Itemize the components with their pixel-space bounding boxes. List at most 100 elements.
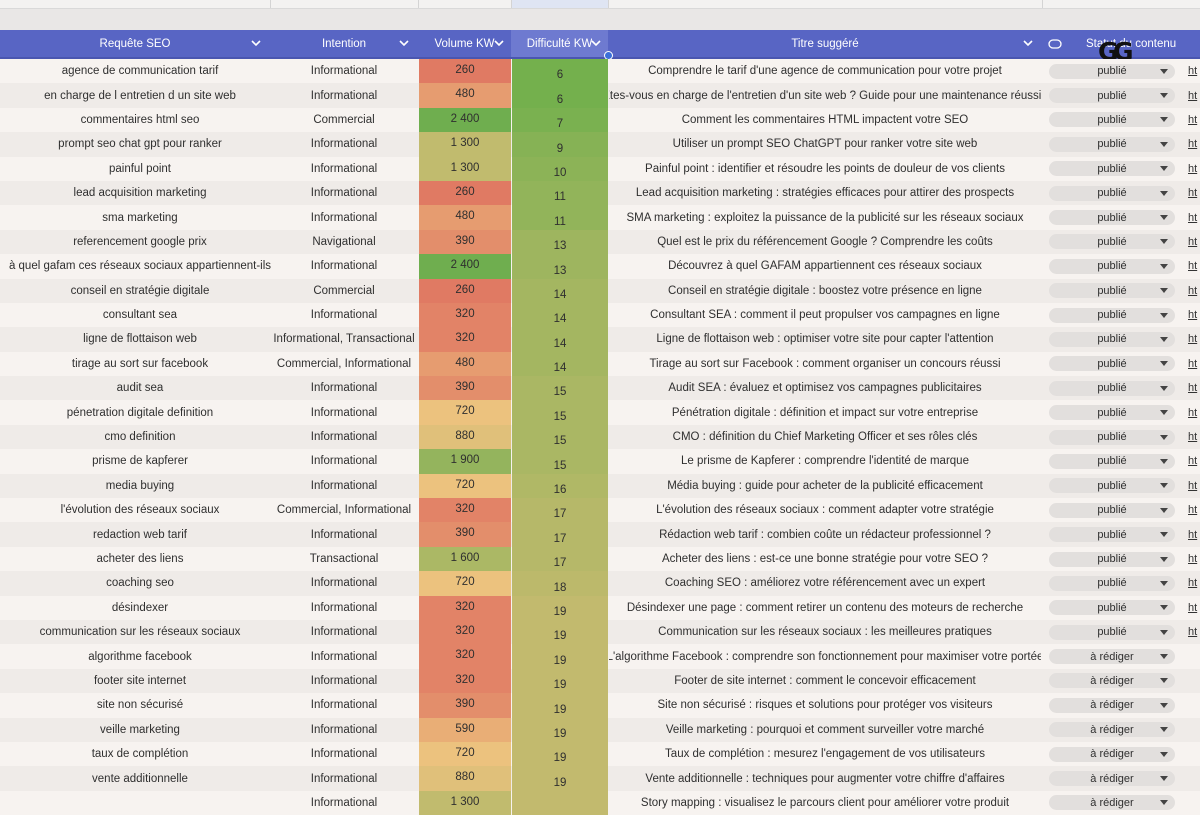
intent-cell[interactable]: Informational xyxy=(310,455,378,468)
difficulty-cell[interactable]: 17 xyxy=(512,498,608,523)
intent-cell[interactable]: Informational xyxy=(310,650,378,663)
volume-cell[interactable]: 320 xyxy=(419,302,511,328)
url-link[interactable]: ht xyxy=(1188,479,1198,492)
intent-cell[interactable]: Informational xyxy=(310,723,378,736)
query-cell[interactable]: désindexer xyxy=(111,601,169,614)
volume-cell[interactable]: 2 400 xyxy=(419,107,511,133)
title-cell[interactable]: Acheter des liens : est-ce une bonne str… xyxy=(661,553,989,565)
intent-cell[interactable]: Informational xyxy=(310,138,378,151)
volume-cell[interactable]: 480 xyxy=(419,83,511,108)
query-cell[interactable]: lead acquisition marketing xyxy=(73,187,207,200)
title-cell[interactable]: Le prisme de Kapferer : comprendre l'ide… xyxy=(681,455,969,468)
query-cell[interactable]: media buying xyxy=(105,479,175,492)
difficulty-cell[interactable]: 15 xyxy=(512,449,608,474)
query-cell[interactable]: acheter des liens xyxy=(96,553,184,565)
volume-cell[interactable]: 1 900 xyxy=(419,449,511,474)
intent-cell[interactable]: Informational xyxy=(310,211,378,224)
title-cell[interactable]: Communication sur les réseaux sociaux : … xyxy=(658,626,992,639)
intent-cell[interactable]: Commercial xyxy=(313,284,375,297)
difficulty-cell[interactable]: 14 xyxy=(512,278,608,303)
difficulty-cell[interactable]: 18 xyxy=(512,571,608,596)
volume-cell[interactable]: 320 xyxy=(419,668,511,694)
status-dropdown[interactable]: publié xyxy=(1049,63,1175,79)
query-cell[interactable]: footer site internet xyxy=(93,674,187,687)
intent-cell[interactable]: Informational xyxy=(310,65,378,78)
title-cell[interactable]: Veille marketing : pourquoi et comment s… xyxy=(665,723,985,736)
volume-cell[interactable]: 320 xyxy=(419,498,511,523)
status-dropdown[interactable]: à rédiger xyxy=(1049,649,1175,665)
url-link[interactable]: ht xyxy=(1188,113,1198,126)
difficulty-cell[interactable]: 19 xyxy=(512,668,608,694)
intent-cell[interactable]: Commercial, Informational xyxy=(276,504,412,517)
volume-cell[interactable]: 720 xyxy=(419,400,511,425)
header-status[interactable]: Statut du contenu xyxy=(1042,30,1200,57)
intent-cell[interactable]: Informational xyxy=(310,626,378,639)
intent-cell[interactable]: Informational xyxy=(310,162,378,175)
query-cell[interactable]: veille marketing xyxy=(100,723,180,736)
volume-cell[interactable]: 260 xyxy=(419,278,511,303)
status-dropdown[interactable]: publié xyxy=(1049,527,1175,543)
intent-cell[interactable]: Commercial xyxy=(313,113,375,126)
title-cell[interactable]: Taux de complétion : mesurez l'engagemen… xyxy=(665,748,985,761)
url-link[interactable]: ht xyxy=(1188,406,1198,419)
status-dropdown[interactable]: à rédiger xyxy=(1049,722,1175,738)
url-link[interactable]: ht xyxy=(1188,455,1198,468)
volume-cell[interactable]: 1 300 xyxy=(419,156,511,181)
title-cell[interactable]: Story mapping : visualisez le parcours c… xyxy=(640,796,1010,809)
query-cell[interactable]: l'évolution des réseaux sociaux xyxy=(60,504,220,517)
intent-cell[interactable]: Transactional xyxy=(309,553,379,565)
url-link[interactable]: ht xyxy=(1188,431,1198,444)
query-cell[interactable]: taux de complétion xyxy=(91,748,189,761)
header-query[interactable]: Requête SEO xyxy=(0,30,270,57)
intent-cell[interactable]: Informational xyxy=(310,89,378,102)
difficulty-cell[interactable]: 9 xyxy=(512,132,608,157)
status-dropdown[interactable]: publié xyxy=(1049,624,1175,640)
url-link[interactable]: ht xyxy=(1188,211,1198,224)
query-cell[interactable]: algorithme facebook xyxy=(88,650,192,663)
query-cell[interactable]: agence de communication tarif xyxy=(61,65,219,78)
query-cell[interactable]: communication sur les réseaux sociaux xyxy=(39,626,241,639)
title-cell[interactable]: Êtes-vous en charge de l'entretien d'un … xyxy=(609,89,1041,102)
difficulty-cell[interactable]: 7 xyxy=(512,107,608,133)
title-cell[interactable]: Consultant SEA : comment il peut propuls… xyxy=(650,309,1000,322)
url-link[interactable]: ht xyxy=(1188,138,1198,151)
intent-cell[interactable]: Informational xyxy=(310,479,378,492)
url-link[interactable]: ht xyxy=(1188,284,1198,297)
difficulty-cell[interactable]: 19 xyxy=(512,595,608,620)
chevron-down-icon[interactable] xyxy=(398,37,410,49)
query-cell[interactable]: redaction web tarif xyxy=(93,528,187,541)
volume-cell[interactable]: 880 xyxy=(419,766,511,791)
url-link[interactable]: ht xyxy=(1188,357,1198,370)
title-cell[interactable]: Footer de site internet : comment le con… xyxy=(674,674,976,687)
status-dropdown[interactable]: publié xyxy=(1049,453,1175,469)
query-cell[interactable]: coaching seo xyxy=(106,577,174,590)
difficulty-cell[interactable]: 19 xyxy=(512,766,608,791)
status-dropdown[interactable]: publié xyxy=(1049,112,1175,128)
chevron-down-icon[interactable] xyxy=(250,37,262,49)
query-cell[interactable]: prompt seo chat gpt pour ranker xyxy=(58,138,222,151)
title-cell[interactable]: Lead acquisition marketing : stratégies … xyxy=(635,187,1015,200)
difficulty-cell[interactable]: 17 xyxy=(512,522,608,547)
title-cell[interactable]: Coaching SEO : améliorez votre référence… xyxy=(664,577,986,590)
intent-cell[interactable]: Informational xyxy=(310,577,378,590)
volume-cell[interactable]: 320 xyxy=(419,644,511,669)
intent-cell[interactable]: Informational xyxy=(310,796,378,809)
status-dropdown[interactable]: publié xyxy=(1049,185,1175,201)
volume-cell[interactable]: 390 xyxy=(419,693,511,718)
difficulty-cell[interactable]: 15 xyxy=(512,424,608,450)
difficulty-cell[interactable]: 11 xyxy=(512,180,608,206)
url-link[interactable]: ht xyxy=(1188,260,1198,273)
query-cell[interactable]: consultant sea xyxy=(102,309,178,322)
volume-cell[interactable]: 590 xyxy=(419,717,511,742)
title-cell[interactable]: Média buying : guide pour acheter de la … xyxy=(667,479,983,492)
volume-cell[interactable]: 2 400 xyxy=(419,254,511,279)
status-dropdown[interactable]: publié xyxy=(1049,502,1175,518)
intent-cell[interactable]: Informational xyxy=(310,748,378,761)
intent-cell[interactable]: Informational xyxy=(310,406,378,419)
status-dropdown[interactable]: publié xyxy=(1049,429,1175,445)
status-dropdown[interactable]: publié xyxy=(1049,356,1175,372)
query-cell[interactable]: cmo definition xyxy=(104,431,176,444)
intent-cell[interactable]: Informational xyxy=(310,309,378,322)
title-cell[interactable]: Vente additionnelle : techniques pour au… xyxy=(645,772,1005,785)
intent-cell[interactable]: Informational xyxy=(310,187,378,200)
